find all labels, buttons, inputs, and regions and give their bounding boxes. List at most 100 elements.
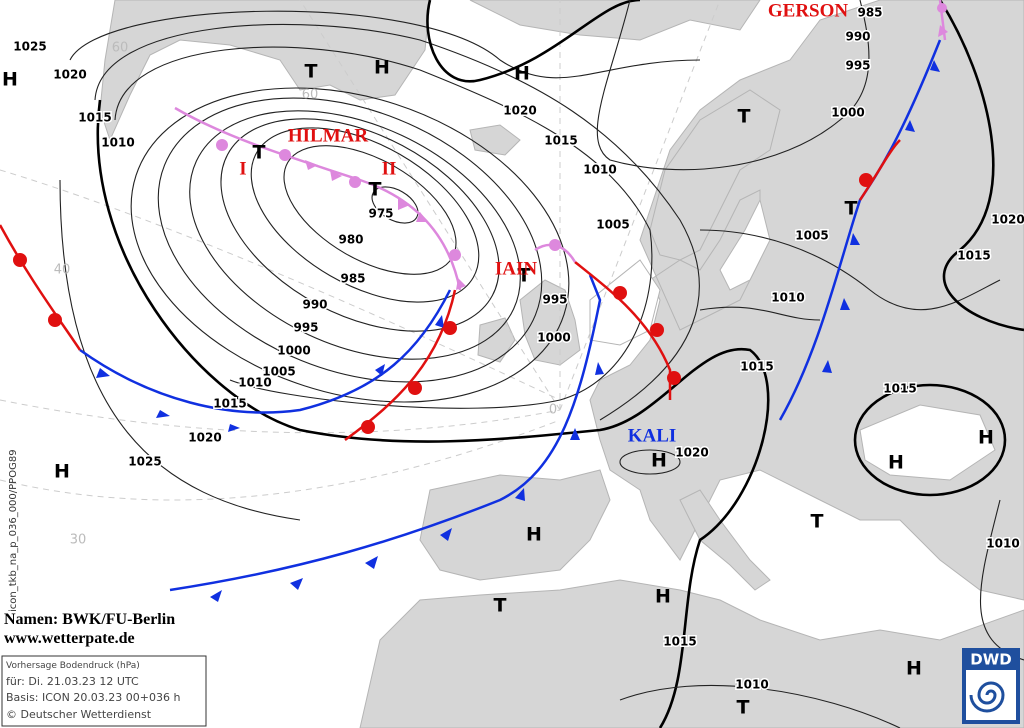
isobar-label: 995 [542, 293, 567, 307]
scandinavia [649, 89, 781, 261]
isobar-labels: 1025 1020 1015 1010 975 980 985 990 995 … [12, 4, 1024, 693]
fronts [0, 0, 948, 602]
credits-background [0, 612, 215, 652]
warm-front [574, 261, 672, 400]
greenland [99, 0, 431, 142]
latitude-label: 60 [112, 41, 129, 56]
occlusion-symbols [216, 3, 948, 290]
baltic-sea [719, 198, 771, 291]
pressure-center: T [494, 595, 507, 617]
info-line: Basis: ICON 20.03.23 00+036 h [6, 691, 181, 704]
warm-front [858, 139, 901, 201]
pressure-center: H [374, 57, 390, 79]
logo-spiral [969, 681, 1005, 713]
info-line: Vorhersage Bodendruck (hPa) [6, 661, 140, 671]
pressure-center: T [845, 198, 858, 220]
isobar-label: 1010 [986, 537, 1019, 551]
dwd-logo: DWD [962, 648, 1020, 724]
info-line: © Deutscher Wetterdienst [6, 708, 152, 721]
isobar-label: 1010 [101, 136, 134, 150]
isobar-label: 975 [368, 207, 393, 221]
isobar-label: 1000 [277, 344, 310, 358]
model-id: icon_tkb_na_p_036_000/PPOG89 [8, 449, 19, 612]
isobar-label: 1010 [238, 376, 271, 390]
storm-name: IAIN [495, 258, 538, 279]
pressure-center: H [526, 524, 542, 546]
pressure-center: T [737, 697, 750, 719]
isobar-label: 1010 [583, 163, 616, 177]
isobar-label: 1005 [795, 229, 828, 243]
pressure-center: T [738, 106, 751, 128]
pressure-center: T [253, 142, 266, 164]
isobar-label: 1020 [503, 104, 536, 118]
storm-name: GERSON [768, 0, 849, 21]
isobar-label: 1010 [735, 678, 768, 692]
black-sea [859, 404, 996, 481]
isobar-label: 1005 [596, 218, 629, 232]
pressure-center: H [54, 461, 70, 483]
warm-front [0, 224, 82, 351]
storm-name: I [239, 158, 246, 179]
cold-front [169, 274, 602, 592]
isobar-label: 985 [340, 272, 365, 286]
cold-front [79, 289, 452, 414]
front-semicircles [13, 173, 873, 434]
graticule [0, 0, 721, 501]
storm-name: KALI [628, 425, 677, 446]
isobar-label: 995 [845, 59, 870, 73]
isobar-label: 980 [338, 233, 363, 247]
british-isles [519, 279, 581, 366]
isobar-label: 1015 [883, 382, 916, 396]
info-line: für: Di. 21.03.23 12 UTC [6, 675, 139, 688]
isobar-label: 985 [857, 6, 882, 20]
isobar-label: 1000 [537, 331, 570, 345]
isobar-label: 1015 [78, 111, 111, 125]
latitude-label: 40 [54, 263, 71, 278]
pressure-center: T [518, 265, 531, 287]
pressure-center: H [514, 63, 530, 85]
cold-front [778, 39, 942, 421]
isobar-label: 1020 [53, 68, 86, 82]
info-box [1, 655, 207, 727]
logo-panel [966, 670, 1016, 720]
africa [359, 579, 1024, 728]
isobar-label: 990 [845, 30, 870, 44]
ireland [477, 317, 516, 363]
latitude-label: 30 [70, 533, 87, 548]
isobar-label: 1015 [544, 134, 577, 148]
credit-url: www.wetterpate.de [4, 630, 135, 647]
credit-names: Namen: BWK/FU-Berlin [4, 611, 175, 628]
pressure-center: H [655, 586, 671, 608]
isobar-label: 1015 [740, 360, 773, 374]
logo-text: DWD [970, 651, 1011, 669]
pressure-center: H [888, 452, 904, 474]
isobar-label: 1015 [957, 249, 990, 263]
pressure-center: T [369, 179, 382, 201]
arctic-islands [469, 0, 761, 41]
latitude-labels: 60 60 40 30 0 [54, 41, 557, 548]
pressure-center: T [305, 61, 318, 83]
latitude-label: 60 [302, 88, 319, 103]
isobar-label: 1015 [663, 635, 696, 649]
isobar-label: 1020 [675, 446, 708, 460]
isobar-label: 990 [302, 298, 327, 312]
pressure-center: H [978, 427, 994, 449]
pressure-center: H [651, 450, 667, 472]
isobar-label: 1020 [188, 431, 221, 445]
pressure-center: H [906, 658, 922, 680]
pressure-center: H [2, 69, 18, 91]
isobars [59, 0, 1024, 728]
isobar-label: 995 [293, 321, 318, 335]
isobar-label: 1025 [13, 40, 46, 54]
iberia [419, 469, 611, 581]
storm-name: HILMAR [288, 125, 369, 146]
storm-name: II [382, 158, 397, 179]
isobar-label: 1025 [128, 455, 161, 469]
latitude-label: 0 [549, 403, 557, 418]
isobar-label: 1010 [771, 291, 804, 305]
italy [679, 489, 771, 591]
isobar-label: 1005 [262, 365, 295, 379]
isobar-label: 1000 [831, 106, 864, 120]
